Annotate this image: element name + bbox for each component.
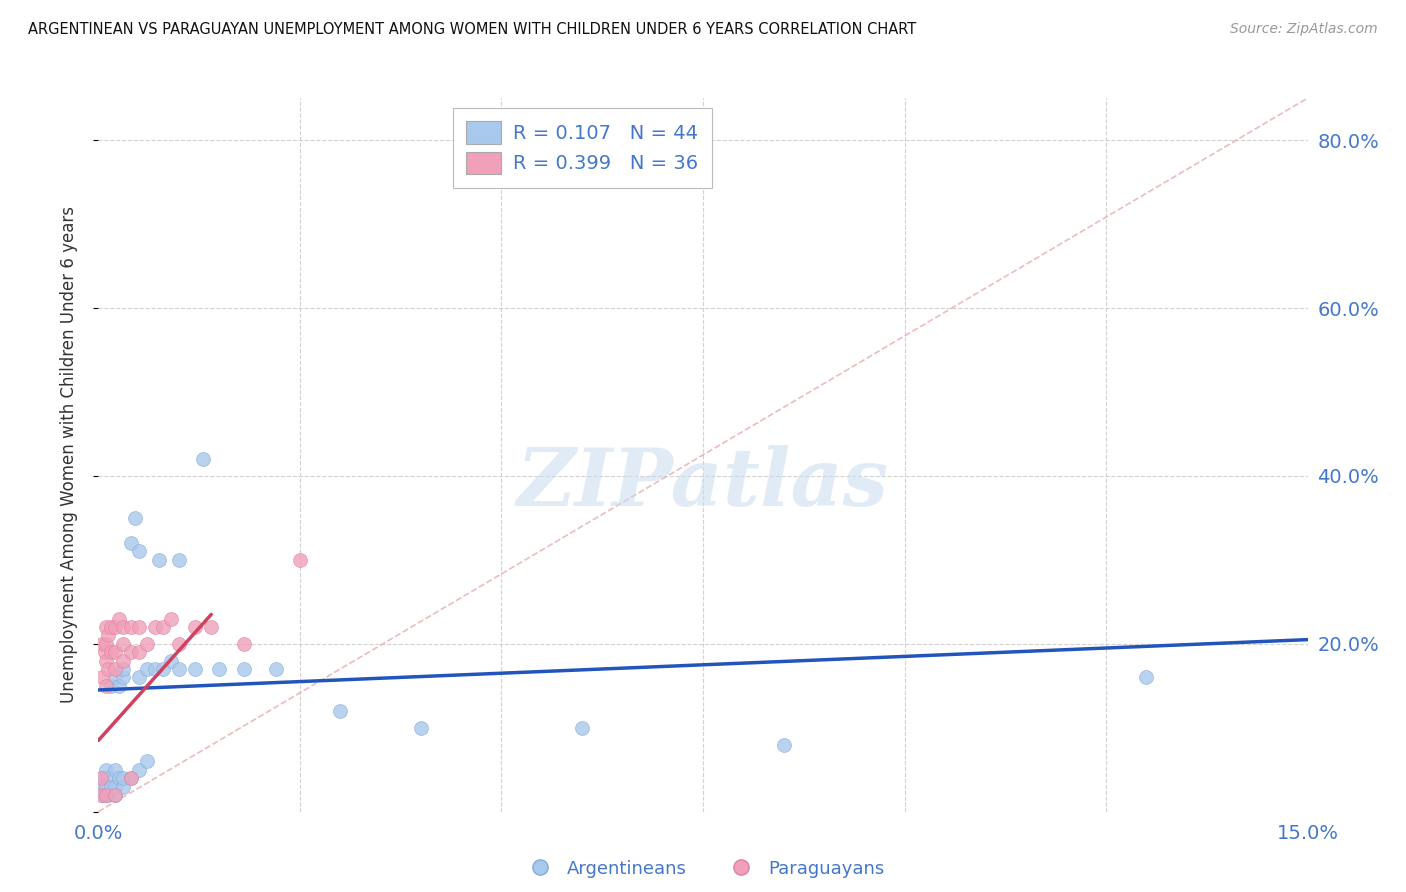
Text: ZIPatlas: ZIPatlas xyxy=(517,445,889,522)
Point xyxy=(135,637,157,651)
Point xyxy=(1135,670,1157,684)
Point xyxy=(111,620,134,634)
Point xyxy=(120,620,142,634)
Legend: Argentineans, Paraguayans: Argentineans, Paraguayans xyxy=(515,853,891,885)
Point xyxy=(128,670,150,684)
Point xyxy=(200,620,222,634)
Point xyxy=(107,612,129,626)
Point xyxy=(90,771,112,785)
Point xyxy=(152,620,174,634)
Point xyxy=(184,662,207,676)
Point xyxy=(193,452,215,467)
Point xyxy=(96,763,118,777)
Y-axis label: Unemployment Among Women with Children Under 6 years: Unemployment Among Women with Children U… xyxy=(59,206,77,704)
Point xyxy=(107,771,129,785)
Point xyxy=(409,721,432,735)
Point xyxy=(107,679,129,693)
Point xyxy=(103,670,125,684)
Point xyxy=(90,788,112,802)
Point xyxy=(111,780,134,794)
Point xyxy=(94,645,117,659)
Point xyxy=(128,645,150,659)
Point xyxy=(571,721,593,735)
Point xyxy=(111,771,134,785)
Point xyxy=(124,511,146,525)
Point xyxy=(111,670,134,684)
Point xyxy=(103,645,125,659)
Point xyxy=(143,620,166,634)
Point xyxy=(329,704,352,718)
Point xyxy=(103,780,125,794)
Point xyxy=(100,679,122,693)
Point xyxy=(120,771,142,785)
Point xyxy=(232,662,254,676)
Point xyxy=(184,620,207,634)
Point xyxy=(167,637,190,651)
Point xyxy=(232,637,254,651)
Point xyxy=(160,654,183,668)
Point xyxy=(100,620,122,634)
Point xyxy=(135,755,157,769)
Point xyxy=(91,670,114,684)
Point xyxy=(103,763,125,777)
Point xyxy=(96,620,118,634)
Point xyxy=(120,645,142,659)
Point xyxy=(152,662,174,676)
Point xyxy=(128,620,150,634)
Text: Source: ZipAtlas.com: Source: ZipAtlas.com xyxy=(1230,22,1378,37)
Point xyxy=(167,553,190,567)
Point xyxy=(96,637,118,651)
Text: ARGENTINEAN VS PARAGUAYAN UNEMPLOYMENT AMONG WOMEN WITH CHILDREN UNDER 6 YEARS C: ARGENTINEAN VS PARAGUAYAN UNEMPLOYMENT A… xyxy=(28,22,917,37)
Point xyxy=(96,788,118,802)
Point xyxy=(128,544,150,558)
Point xyxy=(208,662,231,676)
Point xyxy=(97,788,120,802)
Point xyxy=(96,654,118,668)
Point xyxy=(97,662,120,676)
Point xyxy=(96,780,118,794)
Point xyxy=(94,780,117,794)
Point xyxy=(96,679,118,693)
Point xyxy=(91,771,114,785)
Point xyxy=(167,662,190,676)
Point xyxy=(120,536,142,550)
Point xyxy=(100,645,122,659)
Point xyxy=(772,738,794,752)
Point xyxy=(111,662,134,676)
Point xyxy=(148,553,170,567)
Point xyxy=(111,654,134,668)
Point xyxy=(160,612,183,626)
Point xyxy=(97,628,120,642)
Point xyxy=(100,780,122,794)
Point xyxy=(91,637,114,651)
Point xyxy=(97,771,120,785)
Point xyxy=(288,553,311,567)
Point xyxy=(264,662,287,676)
Point xyxy=(103,620,125,634)
Point xyxy=(128,763,150,777)
Point xyxy=(103,662,125,676)
Point xyxy=(91,788,114,802)
Point xyxy=(96,788,118,802)
Point xyxy=(111,637,134,651)
Point xyxy=(120,771,142,785)
Point xyxy=(135,662,157,676)
Point xyxy=(103,788,125,802)
Point xyxy=(103,788,125,802)
Point xyxy=(143,662,166,676)
